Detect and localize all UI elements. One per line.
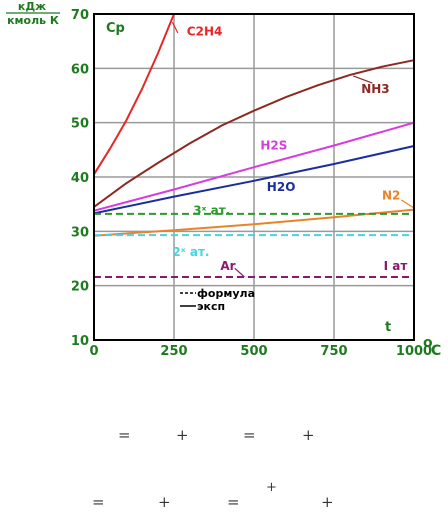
heat-capacity-chart: C2H4 NH3 H2S H2O N2 3ˣ ат. 2ˣ ат. Ar I ат 0 250 50… — [6, 0, 441, 359]
chart-ticks: 0 250 500 750 1000 10 20 30 40 50 60 70 — [71, 8, 432, 359]
formula-eq-4: = — [227, 493, 240, 511]
formula-eq-2: = — [243, 426, 256, 444]
label-leader — [400, 199, 415, 209]
formula-plus-superscript: + — [266, 480, 277, 495]
formula-eq-3: = — [92, 493, 105, 511]
series-label-1: NH3 — [361, 82, 389, 96]
legend-exp-label: эксп — [197, 300, 225, 313]
x-axis-label: t — [385, 320, 391, 335]
x-axis-unit: C — [431, 343, 441, 359]
label-leader — [234, 267, 245, 278]
formula-plus-3: + — [158, 493, 171, 511]
legend: формула эксп — [180, 287, 255, 313]
label-leader — [352, 75, 373, 84]
formula-plus-1: + — [176, 426, 189, 444]
y-tick-label: 10 — [71, 334, 89, 349]
series-line-0 — [93, 13, 175, 175]
y-tick-label: 60 — [71, 62, 89, 77]
x-tick-label: 0 — [89, 344, 98, 359]
series-label-4: N2 — [382, 188, 400, 202]
y-tick-label: 70 — [71, 8, 89, 23]
y-tick-label: 20 — [71, 280, 89, 295]
formula-plus-2: + — [302, 426, 315, 444]
label-leader — [171, 21, 179, 34]
x-tick-label: 500 — [240, 344, 267, 359]
x-tick-label: 750 — [320, 344, 347, 359]
series-label-5: 3ˣ ат. — [193, 204, 230, 218]
chart-labels: C2H4 NH3 H2S H2O N2 3ˣ ат. 2ˣ ат. Ar I ат — [171, 21, 415, 278]
y-tick-label: 30 — [71, 225, 89, 240]
x-axis-unit-degree: o — [423, 335, 433, 351]
series-line-3 — [93, 145, 415, 215]
series-label-7: Ar — [220, 259, 235, 273]
y-tick-label: 50 — [71, 117, 89, 132]
x-tick-label: 1000 — [396, 344, 432, 359]
x-tick-label: 250 — [160, 344, 187, 359]
y-axis-label: Cp — [106, 21, 125, 36]
unit-denominator: кмоль К — [7, 14, 59, 27]
formula-eq-1: = — [118, 426, 131, 444]
series-label-6: 2ˣ ат. — [172, 245, 209, 259]
chart-series — [93, 13, 415, 278]
y-tick-label: 40 — [71, 171, 89, 186]
series-label-2: H2S — [260, 138, 287, 152]
formula-plus-4: + — [321, 493, 334, 511]
legend-formula-label: формула — [197, 287, 255, 300]
unit-numerator: кДж — [18, 0, 46, 13]
series-label-8: I ат — [384, 259, 408, 273]
plot-frame — [93, 13, 415, 341]
series-label-3: H2O — [267, 180, 296, 194]
series-label-0: C2H4 — [187, 24, 223, 38]
series-line-1 — [93, 59, 415, 208]
series-line-2 — [93, 121, 415, 212]
